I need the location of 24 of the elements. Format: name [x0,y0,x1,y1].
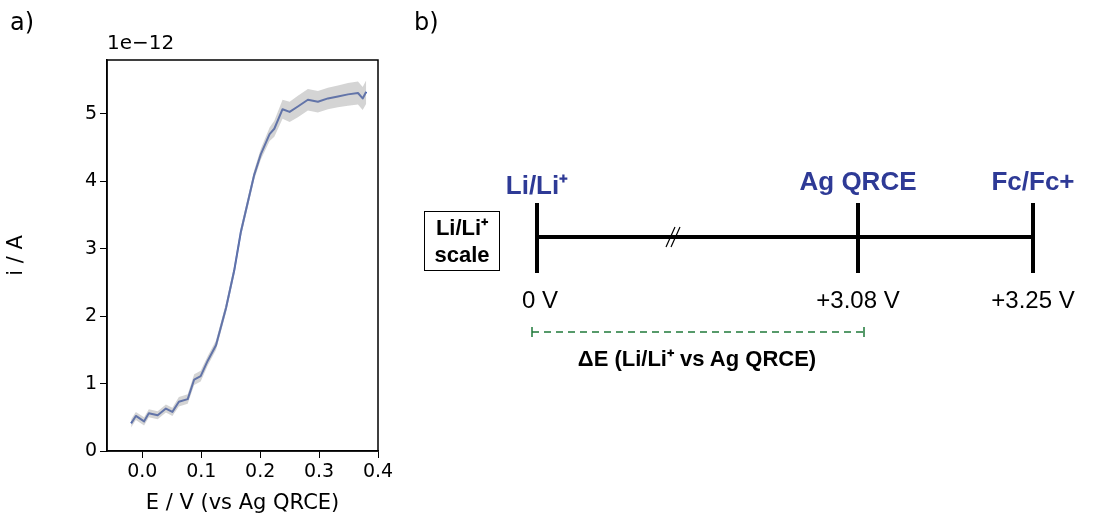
text: Li/Li⁺ [505,169,569,202]
text: ΔE (Li/Li⁺ vs Ag QRCE) [577,345,817,372]
chart-title: a) [10,8,35,36]
x-tick-label: 0.1 [186,459,217,482]
y-tick-label: 1 [84,370,97,393]
y-tick-label: 4 [84,168,97,191]
text: +3.08 V [816,286,900,314]
text: 1e−12 [107,30,175,54]
y-tick-label: 3 [84,235,97,258]
text: Fc/Fc+ [991,166,1075,197]
x-tick-label: 0.0 [127,459,158,482]
y-tick-label: 5 [84,100,97,123]
x-axis-title: E / V (vs Ag QRCE) [145,489,340,514]
text: Ag QRCE [799,166,917,197]
y-axis-title: i / A [3,234,28,276]
text: b) [414,8,439,36]
text: +3.25 V [991,286,1075,314]
y-tick-label: 0 [84,437,97,460]
text: 0 V [521,286,559,314]
x-tick-label: 0.2 [245,459,276,482]
x-tick-label: 0.3 [303,459,335,482]
x-tick-label: 0.4 [362,459,394,482]
y-tick-label: 2 [84,303,97,326]
text: Li/Li⁺ scale [424,211,500,271]
